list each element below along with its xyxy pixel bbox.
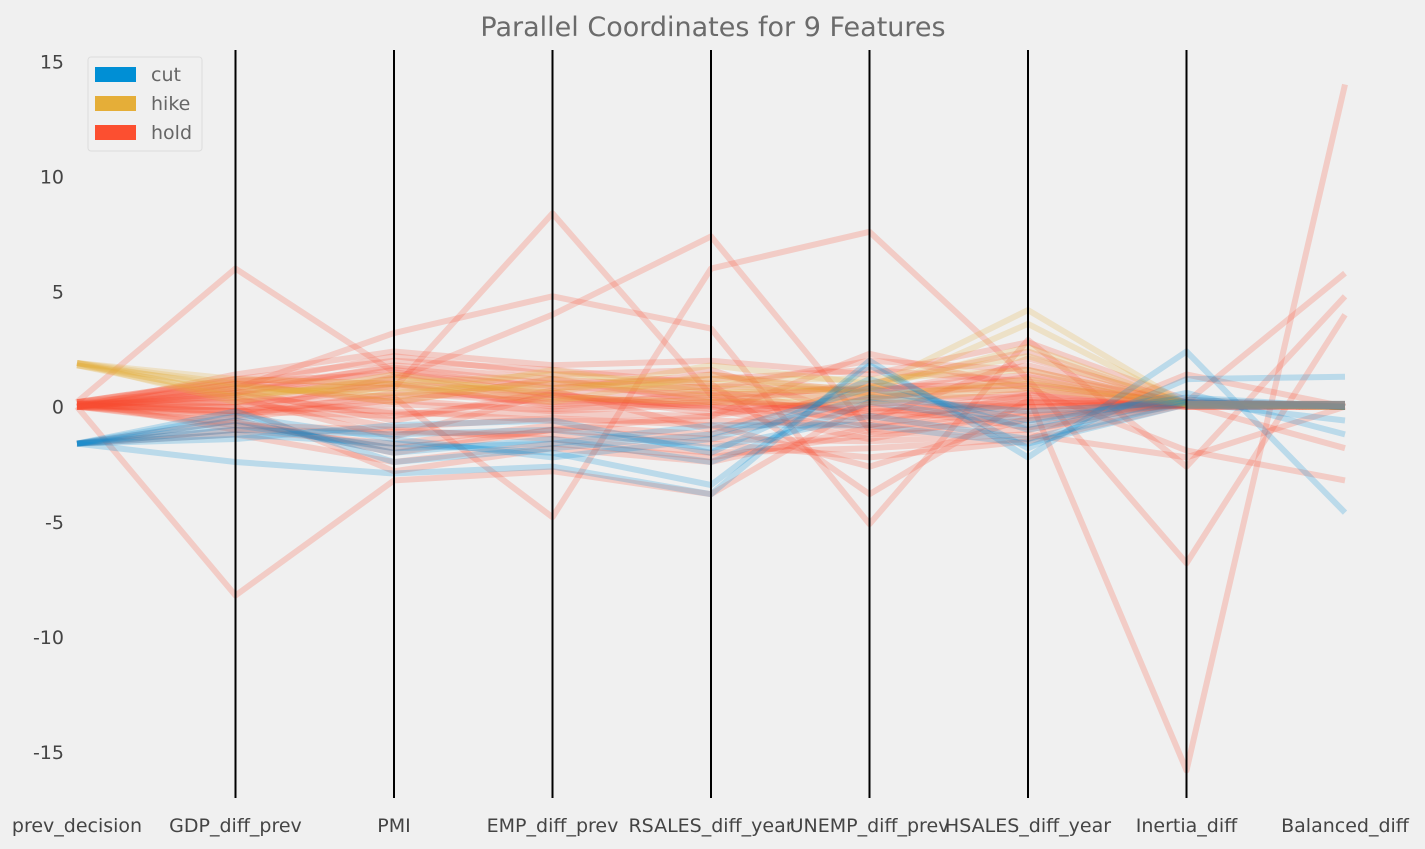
feature-label: Balanced_diff [1281,815,1410,837]
feature-label: RSALES_diff_year [628,815,793,837]
y-tick-label: 15 [40,52,64,74]
legend: cut hike hold [87,56,203,152]
feature-axes [234,50,1188,798]
legend-label-hold: hold [151,122,192,144]
feature-label: prev_decision [12,815,142,837]
feature-label: HSALES_diff_year [945,815,1111,837]
y-tick-label: -10 [33,627,64,649]
y-tick-label: 0 [52,397,64,419]
legend-label-cut: cut [151,64,181,86]
legend-swatch-cut [95,67,136,82]
legend-swatch-hike [95,96,136,111]
legend-label-hike: hike [151,93,190,115]
y-tick-label: -15 [33,742,64,764]
y-tick-labels: 15 10 5 0 -5 -10 -15 [33,52,64,765]
y-tick-label: -5 [45,512,64,534]
feature-labels: prev_decision GDP_diff_prev PMI EMP_diff_pr… [12,815,1410,837]
feature-label: GDP_diff_prev [169,815,302,837]
feature-label: Inertia_diff [1136,815,1238,837]
y-tick-label: 5 [52,282,64,304]
feature-label: EMP_diff_prev [487,815,619,837]
feature-label: PMI [377,815,410,837]
chart-title: Parallel Coordinates for 9 Features [480,12,945,43]
legend-swatch-hold [95,125,136,140]
feature-label: UNEMP_diff_prev [790,815,950,837]
y-tick-label: 10 [40,167,64,189]
